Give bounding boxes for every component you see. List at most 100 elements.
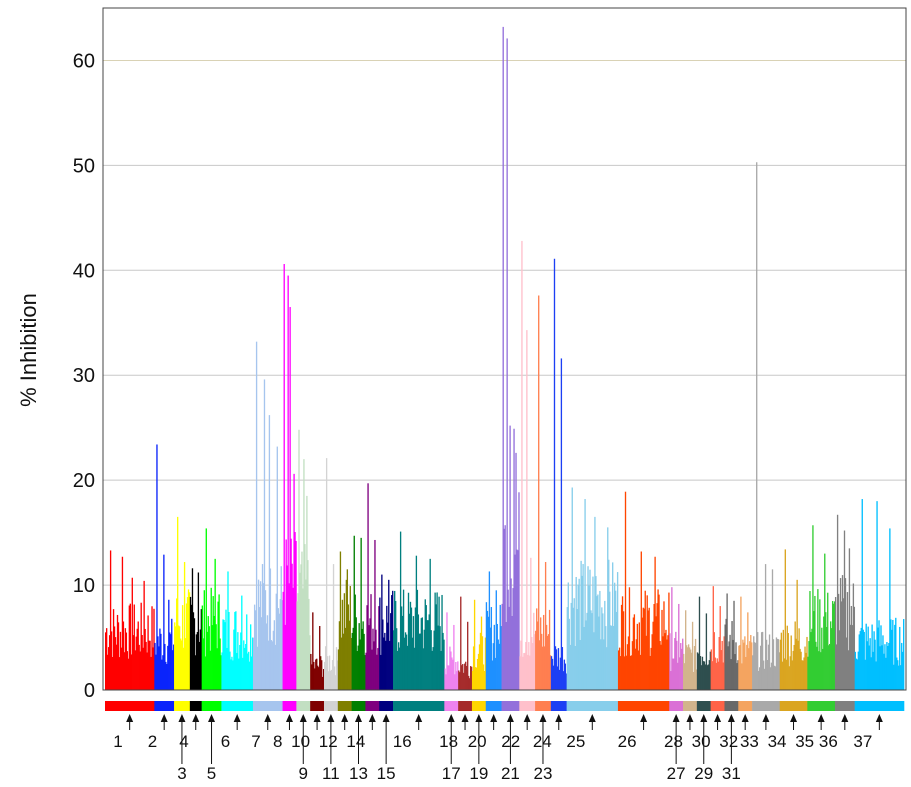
bar <box>777 639 780 690</box>
bar <box>517 550 519 690</box>
bar <box>702 661 705 690</box>
group-label: 32 <box>719 732 738 751</box>
bar <box>660 644 662 690</box>
bar <box>596 596 598 690</box>
bar-peak <box>691 621 694 690</box>
bar <box>386 605 388 690</box>
bar <box>239 644 241 690</box>
bar <box>401 615 404 690</box>
bar <box>871 624 873 690</box>
bar <box>723 636 725 690</box>
strip-segment <box>365 701 380 711</box>
bar <box>483 671 486 690</box>
bar <box>670 671 672 690</box>
bar <box>817 589 819 690</box>
bar-peak <box>889 528 891 690</box>
bar-peak <box>183 561 186 690</box>
bar <box>321 660 323 690</box>
bar <box>497 639 499 690</box>
bar <box>555 649 558 690</box>
bar <box>533 612 535 690</box>
bar <box>290 538 292 690</box>
bar <box>220 655 222 690</box>
bar <box>711 661 713 690</box>
bar <box>730 659 732 690</box>
bar <box>271 641 274 690</box>
bar <box>899 626 901 690</box>
bar <box>448 665 450 690</box>
group-arrowhead <box>555 714 563 722</box>
bar <box>338 621 341 690</box>
bar <box>428 614 430 690</box>
bar <box>604 600 606 690</box>
bar <box>396 650 399 690</box>
bar-peak <box>227 571 229 690</box>
bar <box>692 671 695 690</box>
bar-peak <box>654 556 656 690</box>
bar <box>288 583 290 690</box>
bar <box>580 560 582 690</box>
bar-peak <box>506 38 508 691</box>
bar <box>767 644 770 690</box>
bar <box>787 633 789 690</box>
bar <box>487 616 490 690</box>
bar <box>536 608 538 690</box>
bar <box>516 549 518 690</box>
bar <box>266 615 269 690</box>
bar <box>542 614 545 690</box>
bar <box>708 660 711 690</box>
bar <box>310 653 312 690</box>
bar <box>405 634 408 690</box>
bar <box>878 620 880 690</box>
bar <box>258 607 261 690</box>
bar <box>329 670 332 690</box>
bar <box>193 618 196 690</box>
bar <box>833 601 836 690</box>
bar <box>212 596 214 690</box>
bar <box>627 636 630 690</box>
bar <box>180 640 183 690</box>
bar <box>489 627 492 690</box>
group-label: 1 <box>113 732 122 751</box>
bar <box>492 643 494 690</box>
bar <box>703 661 706 690</box>
bar <box>348 620 350 690</box>
bar <box>591 613 593 690</box>
group-arrowhead <box>875 714 883 722</box>
bar <box>116 614 119 690</box>
plot-border <box>102 7 907 691</box>
group-arrowhead <box>727 714 735 722</box>
bar <box>198 641 201 690</box>
bar <box>706 665 709 690</box>
bar <box>875 661 877 690</box>
strip-segment <box>535 701 552 711</box>
bar <box>849 624 852 690</box>
bar <box>481 636 484 690</box>
bar <box>199 629 202 690</box>
bar <box>323 661 326 690</box>
bar <box>113 626 116 690</box>
bar <box>605 626 607 690</box>
group-label: 19 <box>469 764 488 783</box>
bar-peak <box>607 527 609 690</box>
bar <box>344 627 347 690</box>
bar <box>434 592 436 690</box>
bar <box>534 634 536 690</box>
bar <box>856 659 858 690</box>
bar <box>474 667 477 690</box>
bar <box>589 569 591 690</box>
bar-peak <box>584 499 586 690</box>
bar-peak <box>289 307 291 690</box>
bar <box>658 594 660 690</box>
bar <box>179 638 182 690</box>
bar <box>626 644 629 690</box>
bar <box>657 589 659 690</box>
bar <box>105 628 108 690</box>
bar <box>328 655 331 690</box>
group-label: 4 <box>179 732 188 751</box>
bar <box>240 632 242 690</box>
bar <box>181 605 184 690</box>
bar <box>652 621 654 690</box>
bar <box>280 566 282 690</box>
bar <box>845 637 848 690</box>
